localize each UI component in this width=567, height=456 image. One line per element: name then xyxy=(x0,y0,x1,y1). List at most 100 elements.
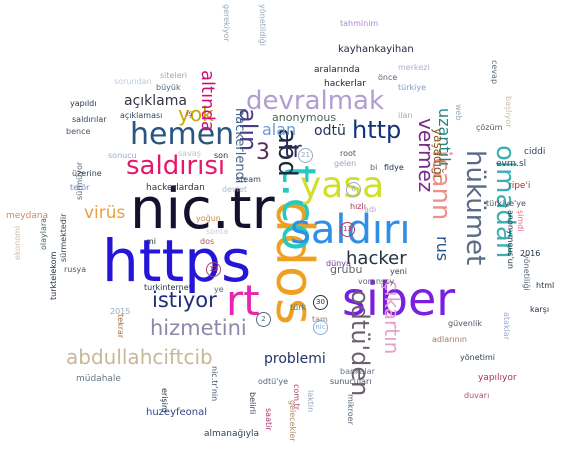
word-tr: tr xyxy=(284,138,302,163)
word-2016: 2016 xyxy=(520,249,541,258)
word-ripei: ripe'i xyxy=(508,181,531,191)
word-turkiyeye: türkiye'ye xyxy=(486,199,526,208)
word-rt: rt xyxy=(226,276,260,325)
word-problem: web xyxy=(454,104,463,121)
word-rus: rus xyxy=(433,236,452,262)
word-kayanakalari: cevap xyxy=(490,60,499,85)
word-aciklama: açıklama xyxy=(124,93,187,109)
word-laktin: laktin xyxy=(306,390,315,413)
word-olabilir: şimdi xyxy=(516,210,525,232)
word-devlet: devlet xyxy=(222,185,248,194)
word-aciklamasi: açıklaması xyxy=(120,111,163,120)
word-yonetimi: yönetimi xyxy=(460,353,495,362)
word-ankarir: anonymous'un xyxy=(506,210,515,269)
word-olaylara: olaylara xyxy=(39,217,48,250)
word-guvenlik: güvenlik xyxy=(448,319,482,328)
word-istiyor: istiyor xyxy=(152,288,217,312)
word-anonymousun: ataklar xyxy=(502,312,511,340)
number-badge: 13 xyxy=(340,222,355,237)
word-adlarinin: adlarının xyxy=(432,335,467,344)
word-bi: bi xyxy=(370,163,378,172)
word-buyuk: büyük xyxy=(156,83,181,92)
word-http: http xyxy=(352,116,402,144)
word-teror: terör xyxy=(70,183,90,192)
word-odtu: odtü xyxy=(314,123,346,139)
word-hackerlardan: hackerlardan xyxy=(146,183,205,193)
word-savas: savaş xyxy=(178,149,201,158)
word-cikartin: çıkartın xyxy=(380,280,404,355)
word-nictr: nic.tr xyxy=(130,177,275,242)
word-sunuculari: sunucuları xyxy=(330,377,372,386)
word-yogun: yoğun xyxy=(196,214,221,223)
word-hukumet: hükümet xyxy=(460,150,490,266)
word-voranscy: voranscy xyxy=(358,277,395,286)
word-once: önce xyxy=(378,73,398,82)
number-badge: 21 xyxy=(298,148,313,163)
word-duvari: duvarı xyxy=(464,391,490,400)
word-turk: türk xyxy=(290,303,307,312)
word-hackerlar: hackerlar xyxy=(324,79,367,89)
word-hizmetini: hizmetini xyxy=(150,316,247,340)
word-yapiliyor: yapılıyor xyxy=(478,373,517,383)
word-nictrnin: nic.tr'nin xyxy=(210,366,219,402)
number-badge: 30 xyxy=(313,295,328,310)
word-sonta: sonta xyxy=(206,227,229,236)
word-ekonomi: ekonomi xyxy=(13,225,22,260)
word-mikroer: mikroer xyxy=(346,394,355,425)
word-abdullahciftcib: abdullahciftcib xyxy=(66,345,213,369)
word-ciddi: ciddi xyxy=(524,147,546,157)
word-fidye: fidye xyxy=(384,163,404,172)
word-turktelekom: turktelekom xyxy=(49,251,58,300)
word-yasadigi: yaşadığı xyxy=(431,128,445,178)
word-son: son xyxy=(214,151,229,160)
word-gelen: gelen xyxy=(334,159,357,168)
word-turkinternet: turkinternet xyxy=(144,283,192,292)
word-odtuye: odtü'ye xyxy=(258,377,289,386)
word-siber: siber xyxy=(342,272,456,326)
word-tahminim: tahminim xyxy=(340,19,379,28)
word-almanagiyla: almanağıyla xyxy=(204,429,260,439)
word-steam: steam xyxy=(236,175,261,184)
word-yok: yok xyxy=(178,102,214,126)
word-yonetildigi: yönetildiği xyxy=(258,4,267,46)
word-three: 3 xyxy=(256,140,270,165)
word-alan: alan xyxy=(262,120,297,139)
word-grubu: grubu xyxy=(330,263,363,276)
word-gelecekler: gelecekler xyxy=(288,400,297,442)
word-ilan: ilan xyxy=(398,111,413,120)
word-hizli: hızlı xyxy=(350,202,366,211)
word-belirli: belirli xyxy=(248,392,257,415)
word-dos: dos xyxy=(200,237,215,246)
word-altinda: altında xyxy=(197,70,218,132)
word-ust: yönetiliği xyxy=(522,254,531,291)
word-erisim: erişim xyxy=(160,388,169,413)
word-ye: ye xyxy=(214,285,224,294)
word-bankalar: bankalar xyxy=(340,367,375,376)
word-hackerlendi: hackerlendi xyxy=(232,108,247,184)
word-sunmuyor: sürmüyor xyxy=(75,161,84,200)
word-siteleri: siteleri xyxy=(160,71,188,80)
word-gerekiyor: gerekiyor xyxy=(222,4,231,42)
word-html: html xyxy=(536,281,555,290)
word-is: iş xyxy=(186,109,193,118)
word-yasa: yasa xyxy=(300,165,385,206)
word-saldirisi: saldırısı xyxy=(126,151,226,181)
number-badge: 6 xyxy=(346,182,361,197)
word-rusya: rusya xyxy=(64,265,87,274)
number-badge: 2 xyxy=(256,312,271,327)
word-devralmak: devralmak xyxy=(246,86,385,116)
word-dunya: dünya xyxy=(326,259,351,268)
number-badge: nic xyxy=(313,320,328,335)
word-adi: adı xyxy=(364,205,377,214)
word-2015: 2015 xyxy=(110,307,131,316)
word-karsi: karşı xyxy=(530,305,550,314)
word-hacker: hacker xyxy=(346,248,407,269)
word-surmaktadir: sürmektedir xyxy=(59,213,68,262)
word-problemi: problemi xyxy=(264,351,326,367)
word-mi: mi xyxy=(146,237,157,246)
word-mudahale: müdahale xyxy=(76,374,121,384)
word-bence: bence xyxy=(66,127,91,136)
word-virus: virüs xyxy=(84,203,126,223)
word-merkezi: merkezi xyxy=(398,63,430,72)
